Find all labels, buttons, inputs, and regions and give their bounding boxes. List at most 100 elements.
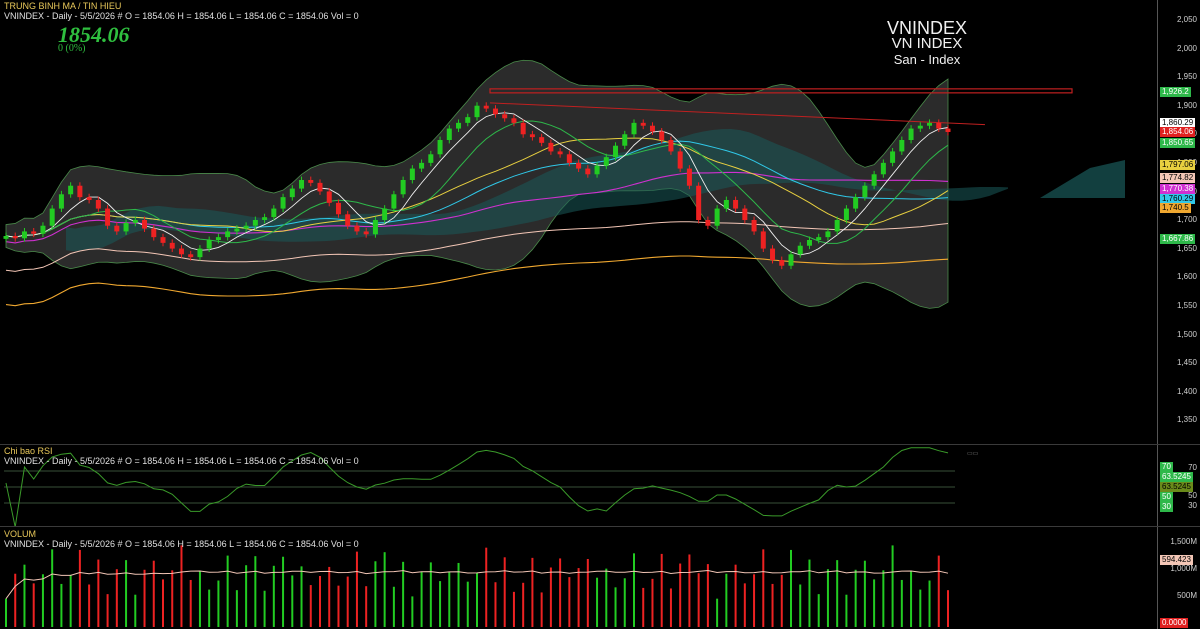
volume-bar: [41, 574, 44, 627]
price-pane[interactable]: TRUNG BINH MA / TIN HIEU VNINDEX - Daily…: [0, 0, 1155, 444]
volume-pane[interactable]: VOLUM VNINDEX - Daily - 5/5/2026 # O = 1…: [0, 527, 1155, 629]
candle-body: [271, 208, 277, 218]
watermark-symbol: VNINDEX: [886, 18, 967, 38]
volume-bar: [337, 585, 340, 627]
volume-bar: [254, 556, 257, 627]
candle-body: [326, 191, 332, 203]
volume-bar: [642, 587, 645, 627]
volume-bar: [873, 579, 876, 627]
volume-bar: [97, 559, 100, 627]
volume-bar: [143, 569, 146, 627]
rsi-chart[interactable]: [0, 445, 1155, 526]
price-level-tag: 1,760.29: [1160, 194, 1196, 204]
volume-bar: [162, 579, 164, 627]
watermark-name: VN INDEX: [891, 35, 963, 52]
volume-bar: [402, 561, 405, 627]
candle-body: [123, 222, 129, 232]
candle-body: [289, 188, 295, 198]
candle-body: [49, 208, 55, 226]
volume-bar: [134, 594, 137, 627]
volume-pane-info: VNINDEX - Daily - 5/5/2026 # O = 1854.06…: [4, 539, 359, 549]
price-level-tag: 1,770.38: [1160, 184, 1196, 194]
volume-bar: [596, 577, 599, 627]
candle-body: [917, 125, 923, 129]
candle-body: [742, 208, 748, 220]
candle-body: [936, 122, 942, 129]
pane-divider[interactable]: [0, 526, 1200, 527]
volume-bar: [272, 565, 275, 627]
volume-bar: [706, 564, 709, 627]
candle-body: [95, 200, 101, 209]
candle-body: [317, 182, 323, 192]
candle-body: [363, 231, 369, 235]
candle-body: [908, 128, 914, 140]
candle-body: [603, 157, 609, 166]
volume-bar: [106, 594, 109, 627]
candle-body: [631, 122, 637, 135]
rsi-pane[interactable]: Chi bao RSI VNINDEX - Daily - 5/5/2026 #…: [0, 445, 1155, 526]
candle-body: [816, 237, 822, 240]
volume-bar: [78, 549, 81, 627]
rsi-line: [5, 447, 949, 526]
candle-body: [446, 128, 452, 140]
volume-bar: [392, 586, 395, 627]
volume-bar: [743, 583, 746, 627]
volume-bar: [466, 581, 469, 627]
candle-body: [409, 168, 415, 180]
pane-menu-icon[interactable]: ▭▭: [967, 451, 979, 457]
candle-body: [299, 180, 305, 189]
volume-bar: [854, 569, 857, 627]
price-chart[interactable]: [0, 0, 1155, 444]
price-axis-tick: 1,950: [1176, 72, 1197, 82]
candle-body: [686, 168, 692, 186]
volume-bar: [476, 572, 478, 627]
volume-bar: [947, 590, 949, 627]
volume-bar: [69, 574, 72, 627]
volume-bar: [937, 555, 940, 627]
candle-body: [539, 137, 545, 143]
volume-bar: [88, 584, 91, 627]
candle-body: [751, 220, 757, 232]
candle-body: [492, 108, 498, 115]
candle-body: [677, 151, 683, 169]
price-level-tag: 1,774.82: [1160, 173, 1196, 183]
candle-body: [945, 128, 951, 132]
volume-bar: [217, 580, 220, 627]
pane-divider[interactable]: [0, 444, 1200, 445]
volume-bar: [780, 574, 783, 627]
ma-20-line: [5, 137, 949, 238]
volume-bar: [346, 576, 349, 627]
candle-body: [12, 236, 18, 239]
volume-bar: [245, 565, 248, 627]
volume-bar: [928, 580, 931, 627]
candle-body: [465, 117, 471, 123]
volume-bar: [808, 559, 811, 627]
volume-bar: [309, 585, 312, 627]
volume-bar: [328, 566, 331, 627]
price-axis-tick: 1,350: [1176, 415, 1197, 425]
bollinger-band: [5, 59, 949, 309]
volume-bar: [586, 559, 589, 627]
volume-bar: [891, 545, 894, 627]
rsi-level-tag: 50: [1160, 492, 1173, 502]
volume-axis[interactable]: 1,500M 1,000M 500M: [1157, 527, 1200, 629]
price-axis-tick: 1,600: [1176, 272, 1197, 282]
volume-bar: [115, 569, 118, 627]
volume-bar: [614, 587, 617, 627]
volume-bar: [355, 551, 358, 627]
volume-bar: [836, 560, 839, 627]
rsi-pane-title: Chi bao RSI: [4, 446, 53, 456]
volume-level-tag: 594.423: [1160, 555, 1193, 565]
candle-body: [613, 145, 619, 158]
volume-bar: [448, 572, 451, 627]
rsi-level-tag: 63.5245: [1160, 472, 1193, 482]
volume-bar: [540, 592, 543, 627]
candle-body: [474, 105, 480, 118]
candle-body: [511, 118, 517, 123]
price-axis[interactable]: 2,0502,0001,9501,9001,8501,8001,7501,700…: [1157, 0, 1200, 444]
price-level-tag: 1,667.86: [1160, 234, 1196, 244]
price-pane-title: TRUNG BINH MA / TIN HIEU: [4, 1, 122, 11]
price-level-tag: 1,860.29: [1160, 118, 1196, 128]
volume-chart[interactable]: [0, 527, 1155, 629]
candle-body: [215, 237, 221, 240]
